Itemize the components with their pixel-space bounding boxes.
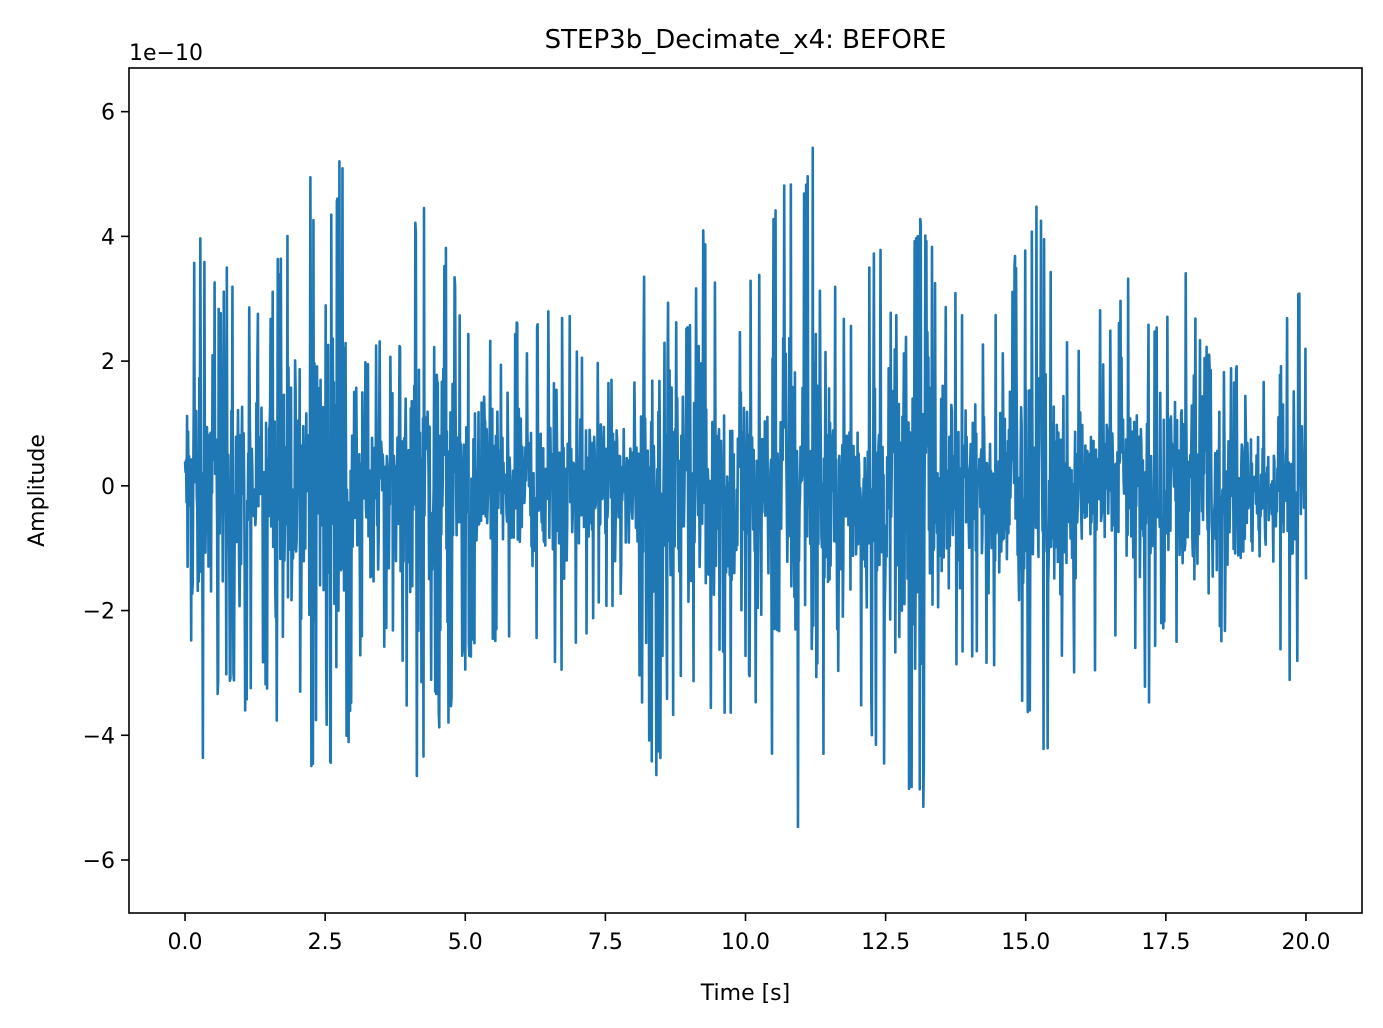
x-tick-label: 12.5: [861, 930, 910, 955]
y-offset-text: 1e−10: [129, 41, 203, 66]
x-tick-label: 7.5: [588, 930, 623, 955]
x-tick-label: 15.0: [1001, 930, 1050, 955]
x-axis: 0.0 2.5 5.0 7.5 10.0 12.5 15.0 17.5 20.0: [168, 913, 1330, 955]
x-axis-label: Time [s]: [700, 981, 790, 1006]
y-tick-label: 6: [101, 101, 115, 126]
y-axis: −6 −4 −2 0 2 4 6: [83, 101, 129, 874]
y-axis-label: Amplitude: [25, 434, 50, 547]
series-group: [183, 146, 1308, 829]
y-tick-label: −2: [83, 600, 115, 625]
x-tick-label: 0.0: [168, 930, 203, 955]
plot-area: [128, 67, 1363, 914]
chart-title: STEP3b_Decimate_x4: BEFORE: [545, 25, 947, 55]
x-tick-label: 20.0: [1281, 930, 1330, 955]
x-tick-label: 10.0: [721, 930, 770, 955]
y-tick-label: 4: [101, 225, 115, 250]
x-tick-label: 17.5: [1141, 930, 1190, 955]
y-tick-label: 2: [101, 350, 115, 375]
y-tick-label: 0: [101, 475, 115, 500]
series-line-signal: [183, 146, 1308, 829]
y-tick-label: −4: [83, 724, 115, 749]
x-tick-label: 2.5: [308, 930, 343, 955]
x-tick-label: 5.0: [448, 930, 483, 955]
y-tick-label: −6: [83, 849, 115, 874]
